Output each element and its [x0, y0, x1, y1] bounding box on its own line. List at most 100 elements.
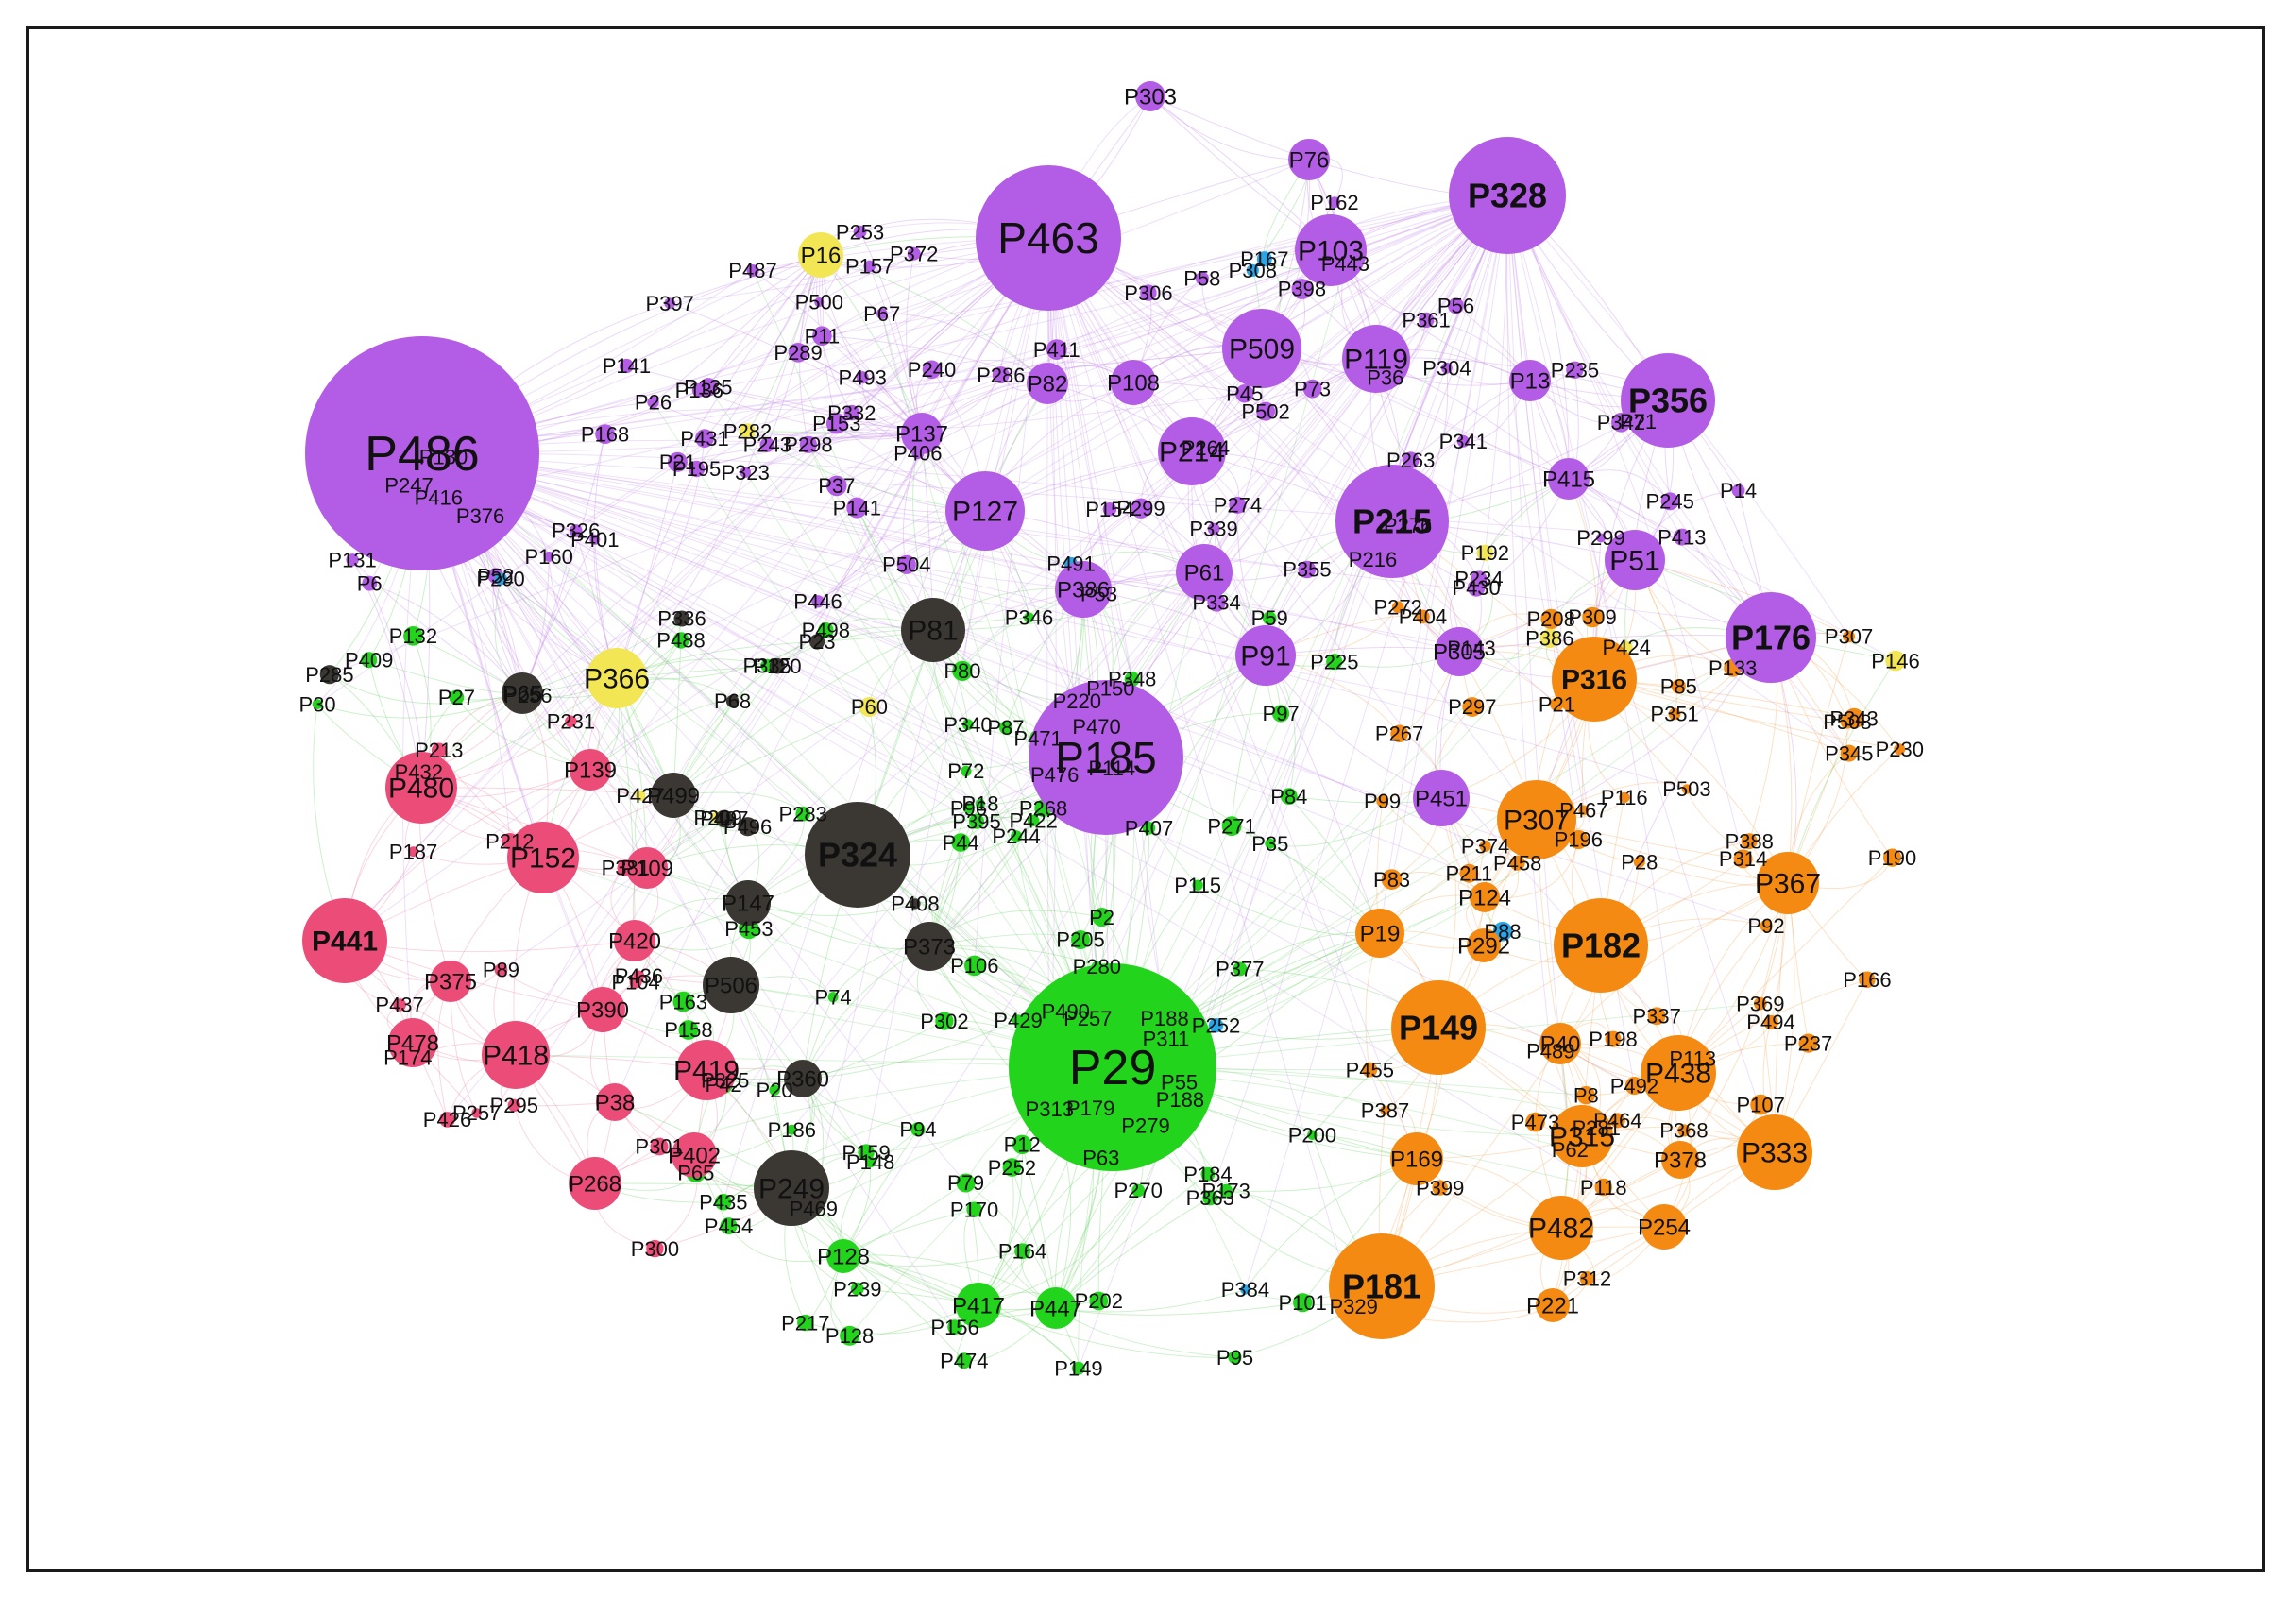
node-label: P88	[1484, 920, 1521, 944]
node-label: P339	[1189, 518, 1237, 541]
node-label: P81	[908, 616, 958, 647]
node-label: P487	[728, 259, 776, 282]
node-label: P240	[908, 358, 956, 382]
hub-node-p480	[385, 752, 457, 824]
small-node-p131	[346, 553, 359, 567]
hub-node-p181	[1329, 1233, 1435, 1339]
network-edge	[1559, 882, 1789, 1045]
small-node-p44	[951, 833, 970, 852]
node-label: P312	[1563, 1266, 1611, 1290]
node-label: P106	[950, 954, 998, 978]
network-edge	[1112, 305, 1456, 1068]
small-node-p200	[1307, 1130, 1318, 1140]
small-node-p474	[956, 1352, 973, 1369]
network-edge	[570, 195, 1508, 722]
network-edge	[421, 452, 1472, 707]
hub-node-p137	[901, 413, 943, 454]
node-label: P239	[833, 1277, 881, 1300]
node-label: P237	[1784, 1031, 1832, 1055]
small-node-p87	[998, 721, 1012, 735]
small-node-p413	[1673, 528, 1691, 546]
network-edge	[344, 237, 1049, 942]
small-node-p271	[1221, 816, 1242, 836]
small-node-p467	[1578, 805, 1590, 816]
network-edge	[421, 288, 1302, 454]
node-label: P308	[1229, 259, 1277, 282]
network-edge	[421, 452, 966, 1183]
small-node-p14	[1731, 484, 1745, 498]
network-edge	[421, 452, 1470, 875]
node-label: P150	[1086, 676, 1134, 700]
small-node-p243	[759, 437, 775, 452]
node-label: P387	[1361, 1098, 1409, 1122]
node-label: P496	[723, 815, 772, 839]
hub-node-p390	[580, 987, 625, 1032]
small-node-p84	[1280, 788, 1298, 805]
network-edge	[369, 583, 523, 694]
node-label: P152	[510, 843, 576, 875]
node-label: P205	[1056, 928, 1104, 952]
network-edge	[978, 1190, 1139, 1306]
small-node-p115	[1192, 879, 1203, 891]
node-label: P413	[1658, 525, 1706, 549]
node-label: P424	[1603, 636, 1651, 659]
network-edge	[1506, 195, 1552, 1051]
node-label: P149	[1054, 1356, 1102, 1380]
small-node-p116	[1619, 791, 1630, 804]
node-label: P268	[569, 1171, 621, 1197]
node-label: P38	[595, 1090, 636, 1115]
node-label: P432	[395, 760, 443, 784]
node-label: P415	[1542, 467, 1595, 492]
network-edge	[1047, 237, 1850, 755]
node-label: P502	[1241, 400, 1289, 423]
node-label: P451	[1415, 786, 1468, 811]
node-label: P402	[668, 1143, 721, 1168]
small-node-p435	[715, 1194, 732, 1211]
small-node-p80	[952, 660, 973, 682]
small-node-p195	[688, 460, 706, 478]
network-edge	[653, 401, 923, 438]
small-node-p245	[1660, 492, 1679, 511]
node-label: P160	[525, 545, 573, 569]
node-label: P202	[1075, 1289, 1123, 1313]
small-node-p234	[1471, 570, 1488, 587]
node-label: P386	[1057, 577, 1110, 603]
node-label: P179	[1066, 1096, 1114, 1120]
small-node-p340	[962, 719, 974, 731]
small-node-p141	[846, 497, 868, 518]
hub-node-p65	[502, 672, 543, 714]
network-edge	[421, 452, 1605, 1188]
node-label: P334	[1192, 591, 1240, 615]
node-label: P113	[1669, 1047, 1716, 1071]
hub-node-p506	[703, 957, 759, 1013]
network-edge	[1047, 237, 1386, 1111]
small-node-p85	[1671, 679, 1686, 694]
node-label: P311	[1143, 1027, 1190, 1050]
network-edge	[822, 335, 1048, 384]
network-edge	[616, 629, 826, 680]
network-edge	[672, 629, 934, 796]
small-node-p205	[1071, 930, 1090, 949]
hub-node-p185	[1029, 680, 1183, 835]
node-label: P253	[836, 220, 884, 244]
hub-node-p40	[1539, 1023, 1581, 1064]
small-node-p372	[907, 246, 921, 261]
small-node-p35	[1265, 838, 1276, 849]
small-node-p79	[956, 1173, 976, 1193]
small-node-p173	[1219, 1183, 1233, 1198]
small-node-p494	[1763, 1014, 1778, 1030]
small-node-p404	[1416, 609, 1430, 624]
node-label: P221	[1526, 1293, 1579, 1318]
node-label: P37	[818, 474, 855, 498]
network-edge	[1096, 195, 1508, 727]
node-label: P21	[1539, 693, 1575, 717]
small-node-p299	[1596, 533, 1606, 543]
node-label: P326	[552, 519, 600, 543]
small-node-p253	[853, 225, 867, 239]
small-node-p326	[569, 524, 583, 537]
small-node-p487	[746, 264, 759, 277]
small-node-p386	[1539, 628, 1559, 649]
node-label: P497	[700, 808, 748, 831]
small-node-p170	[966, 1201, 982, 1217]
node-label: P397	[646, 292, 694, 315]
